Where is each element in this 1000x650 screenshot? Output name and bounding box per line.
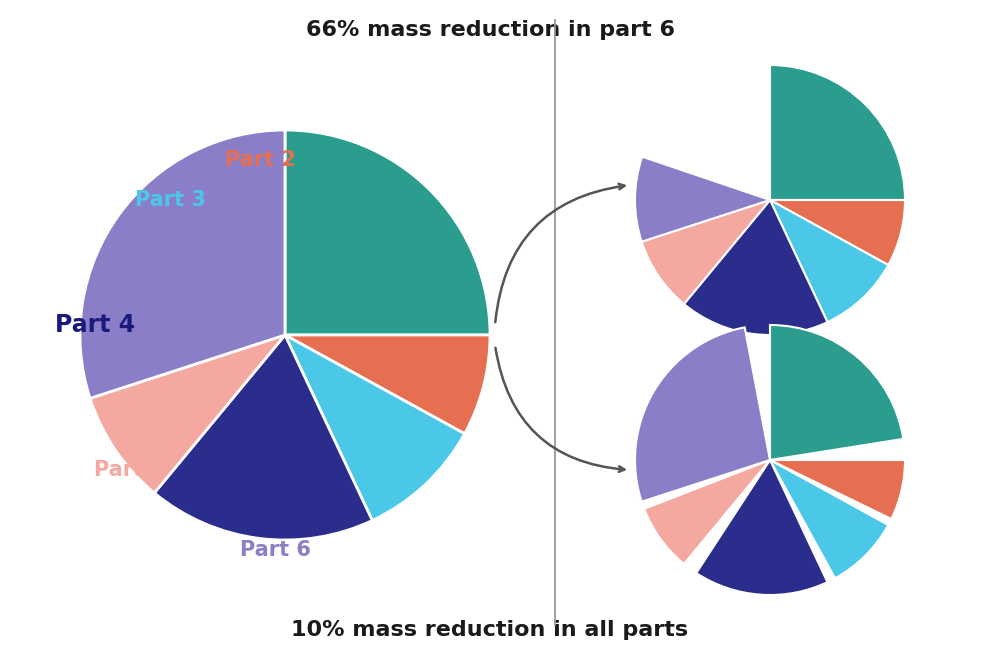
Text: Part 6: Part 6: [240, 540, 310, 560]
Wedge shape: [770, 200, 888, 322]
Text: Part 1: Part 1: [355, 270, 425, 290]
Wedge shape: [635, 328, 770, 502]
Text: Part 4: Part 4: [55, 313, 135, 337]
Text: Part 3: Part 3: [135, 190, 205, 210]
Wedge shape: [635, 157, 770, 242]
Text: Part 2: Part 2: [225, 150, 295, 170]
Wedge shape: [285, 335, 490, 434]
Wedge shape: [770, 460, 888, 578]
Wedge shape: [770, 325, 903, 460]
Wedge shape: [696, 460, 827, 595]
Wedge shape: [770, 65, 905, 200]
Text: Part 5: Part 5: [94, 460, 166, 480]
Wedge shape: [770, 460, 905, 519]
Text: 66% mass reduction in part 6: 66% mass reduction in part 6: [306, 20, 674, 40]
Wedge shape: [285, 130, 490, 335]
Wedge shape: [154, 335, 372, 540]
Wedge shape: [684, 200, 827, 335]
Wedge shape: [90, 335, 285, 493]
Wedge shape: [644, 460, 770, 564]
Text: 10% mass reduction in all parts: 10% mass reduction in all parts: [291, 620, 689, 640]
Wedge shape: [80, 130, 285, 398]
Wedge shape: [642, 200, 770, 304]
Wedge shape: [770, 200, 905, 265]
Wedge shape: [285, 335, 465, 521]
